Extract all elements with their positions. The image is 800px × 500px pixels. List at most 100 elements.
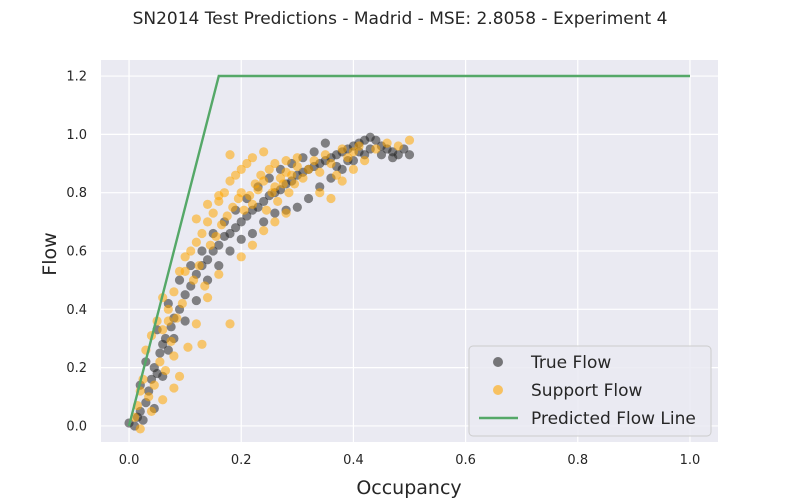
data-point [155,357,165,367]
data-point [236,217,246,227]
y-tick-label: 0.2 [66,361,87,376]
data-point [155,348,165,358]
data-point [197,228,207,239]
data-point [180,252,190,262]
data-point [253,185,263,195]
data-point [284,188,294,198]
y-tick-label: 0.4 [66,303,87,318]
data-point [135,424,145,434]
x-tick-label: 0.0 [119,453,140,468]
data-point [225,319,235,329]
data-point [169,351,179,361]
data-point [214,190,224,201]
data-point [180,266,190,277]
data-point [236,188,246,198]
data-point [259,176,269,186]
data-point [242,158,252,169]
data-point [326,193,336,204]
data-point [270,217,280,227]
legend-box [468,345,712,437]
data-point [303,193,314,204]
data-point [211,231,221,242]
data-point [225,176,235,186]
data-point [186,246,196,256]
x-tick-label: 0.8 [567,453,588,468]
data-point [278,179,288,189]
data-point [180,290,190,300]
data-point [146,406,157,416]
data-point [320,138,330,148]
data-point [247,240,258,250]
data-point [177,298,187,309]
data-point [264,164,274,174]
data-point [337,144,347,154]
data-point [191,319,201,329]
data-point [303,164,314,174]
data-point [160,365,171,376]
data-point [138,415,148,425]
data-point [259,217,269,227]
chart-title: SN2014 Test Predictions - Madrid - MSE: … [133,9,668,29]
x-tick-label: 0.2 [231,453,252,468]
data-point [287,170,297,180]
legend-label: True Flow [530,353,611,373]
y-tick-label: 0.8 [66,186,87,201]
x-axis-label: Occupancy [356,477,461,499]
data-point [404,135,415,145]
data-point [202,255,213,265]
data-point [158,325,168,335]
legend-marker [493,385,503,395]
data-point [214,269,224,279]
data-point [259,147,269,157]
data-point [186,260,196,271]
data-point [191,295,201,306]
data-point [309,147,319,157]
data-point [174,371,185,381]
y-tick-label: 0.6 [66,245,87,260]
data-point [320,150,330,160]
data-point [371,135,381,145]
data-point [197,246,207,256]
data-point [388,153,398,163]
data-point [337,176,347,186]
data-point [214,260,224,271]
y-tick-label: 1.2 [66,70,87,85]
data-point [273,196,283,207]
data-point [149,380,159,390]
data-point [172,313,182,323]
data-point [270,158,280,169]
data-point [348,164,359,174]
data-point [228,202,238,212]
data-point [315,188,325,198]
data-point [191,237,201,247]
data-point [200,281,210,291]
data-point [144,392,154,402]
data-point [183,342,193,352]
data-point [247,228,258,239]
data-point [261,205,272,215]
data-point [197,339,207,349]
data-point [382,138,392,148]
data-point [298,173,308,183]
y-tick-label: 0.0 [66,419,87,434]
data-point [225,246,235,256]
data-point [169,287,179,297]
data-point [214,240,224,250]
legend-marker [493,357,503,367]
legend-label: Predicted Flow Line [531,409,696,429]
data-marks [124,74,690,434]
data-point [247,199,258,209]
data-point [331,170,342,180]
data-point [309,156,319,166]
data-point [315,167,325,177]
data-point [194,260,204,271]
data-point [208,208,218,218]
data-point [292,161,302,172]
data-point [343,153,353,163]
y-axis-ticks: 0.0 0.2 0.4 0.6 0.8 1.0 1.2 [66,70,87,435]
data-point [239,205,249,215]
x-tick-label: 1.0 [680,453,701,468]
data-point [169,383,179,393]
data-point [259,225,269,236]
